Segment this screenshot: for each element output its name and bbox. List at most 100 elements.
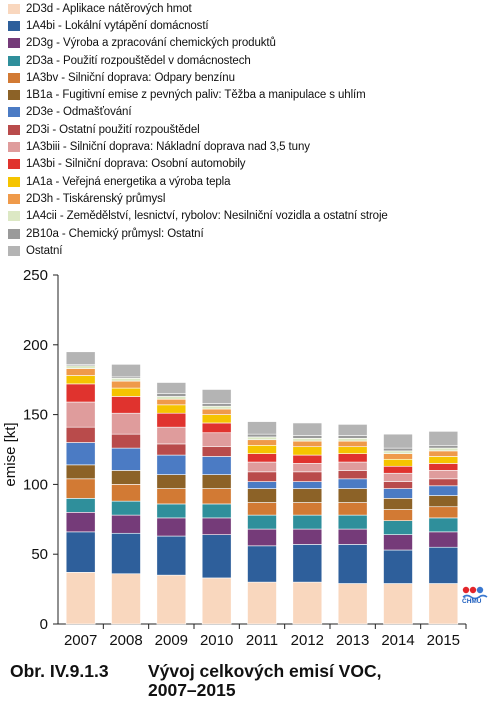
bar-segment [247,488,277,503]
bar-segment [201,474,232,489]
legend-swatch [8,142,20,153]
bar-segment [201,517,232,535]
bar-segment [156,382,187,394]
legend-label: Ostatní [26,244,63,257]
bar-segment [65,351,96,365]
bar-segment [111,396,141,414]
legend-label: 1A4bi - Lokální vytápění domácností [26,19,209,32]
bar-segment [65,464,96,480]
bar-segment [111,484,141,502]
legend-swatch [8,245,20,256]
bar-segment [247,445,277,454]
y-tick-label: 200 [23,337,48,354]
legend-swatch [8,193,20,204]
bar-segment [247,421,277,435]
bar-segment [428,447,459,452]
chmu-logo-icon [461,584,489,610]
y-axis-label: emise [kt] [2,422,19,486]
caption-label: Obr. IV.9.1.3 [10,661,109,681]
bar-segment [337,424,368,436]
bar-segment [111,380,141,389]
bar-segment [111,387,141,397]
bar-segment [428,517,459,533]
bar-segment [156,454,187,475]
legend-item: 1A3biii - Silniční doprava: Nákladní dop… [8,138,486,155]
y-tick-label: 150 [23,407,48,424]
bar-segment [292,440,323,448]
bar-segment [65,375,96,385]
bar-segment [337,446,368,454]
bar-segment [201,446,232,457]
bar-segment [156,443,187,456]
y-tick-label: 0 [40,616,48,633]
bar-segment [428,531,459,548]
bar-segment [156,488,187,505]
legend-swatch [8,20,20,31]
bar-segment [65,498,96,513]
legend-item: 2D3i - Ostatní použití rozpouštědel [8,121,486,138]
bar-segment [292,514,323,530]
bar-segment [428,478,459,487]
bar-segment [383,498,413,510]
bar-segment [247,436,277,441]
bar-segment [383,549,413,584]
bar-segment [337,583,368,625]
bar-segment [201,577,232,625]
bar-segment [292,581,323,625]
bar-segment [337,438,368,442]
legend-swatch [8,107,20,118]
bar-segment [383,458,413,467]
x-tick-label: 2008 [109,632,142,649]
legend-label: 1A4cii - Zemědělství, lesnictví, rybolov… [26,210,388,223]
legend-swatch [8,159,20,170]
bar-segment [292,435,323,439]
x-tick-label: 2007 [64,632,97,649]
legend-swatch [8,90,20,101]
bar-segment [428,583,459,625]
bar-segment [201,403,232,407]
bar-segment [383,583,413,625]
bar-segment [247,502,277,516]
bar-segment [156,404,187,414]
legend-swatch [8,38,20,49]
bar-segment [337,502,368,516]
y-tick-label: 50 [31,546,48,563]
caption-title-line2: 2007–2015 [148,680,236,700]
bar-segment [65,442,96,466]
bar-segment [292,488,323,503]
bar-segment [111,412,141,435]
bar-segment [383,447,413,452]
legend-item: 1A4bi - Lokální vytápění domácností [8,17,486,34]
x-tick-label: 2014 [381,632,414,649]
bar-segment [383,453,413,460]
bar-segment [111,573,141,625]
bar-segment [428,450,459,457]
bar-segment [292,446,323,456]
bar-segment [247,433,277,438]
bar-segment [201,408,232,415]
bar-segment [111,470,141,485]
bar-segment [383,534,413,551]
bar-segment [201,456,232,475]
x-tick-label: 2011 [246,632,278,649]
legend-label: 1A3bi - Silniční doprava: Osobní automob… [26,158,246,171]
bar-segment [337,544,368,584]
bar-segment [201,503,232,519]
legend-swatch [8,211,20,222]
bar-segment [292,454,323,464]
chart-labels: 2007 2008 2009 2010 2011 2012 2013 2014 2015 [64,632,460,649]
bar-segment [247,514,277,530]
bar-segment [111,532,141,575]
bar-segment [383,450,413,454]
x-tick-label: 2015 [427,632,460,649]
legend-label: 2D3e - Odmašťování [26,106,132,119]
logo-text: ČHMÚ [462,598,482,605]
legend-item: 2D3e - Odmašťování [8,104,486,121]
bar-segment [337,470,368,480]
bar-segment [337,435,368,439]
bar-segment [337,478,368,489]
x-tick-label: 2012 [291,632,324,649]
bar-segment [156,398,187,406]
bar-segment [65,572,96,625]
bar-segment [292,528,323,545]
